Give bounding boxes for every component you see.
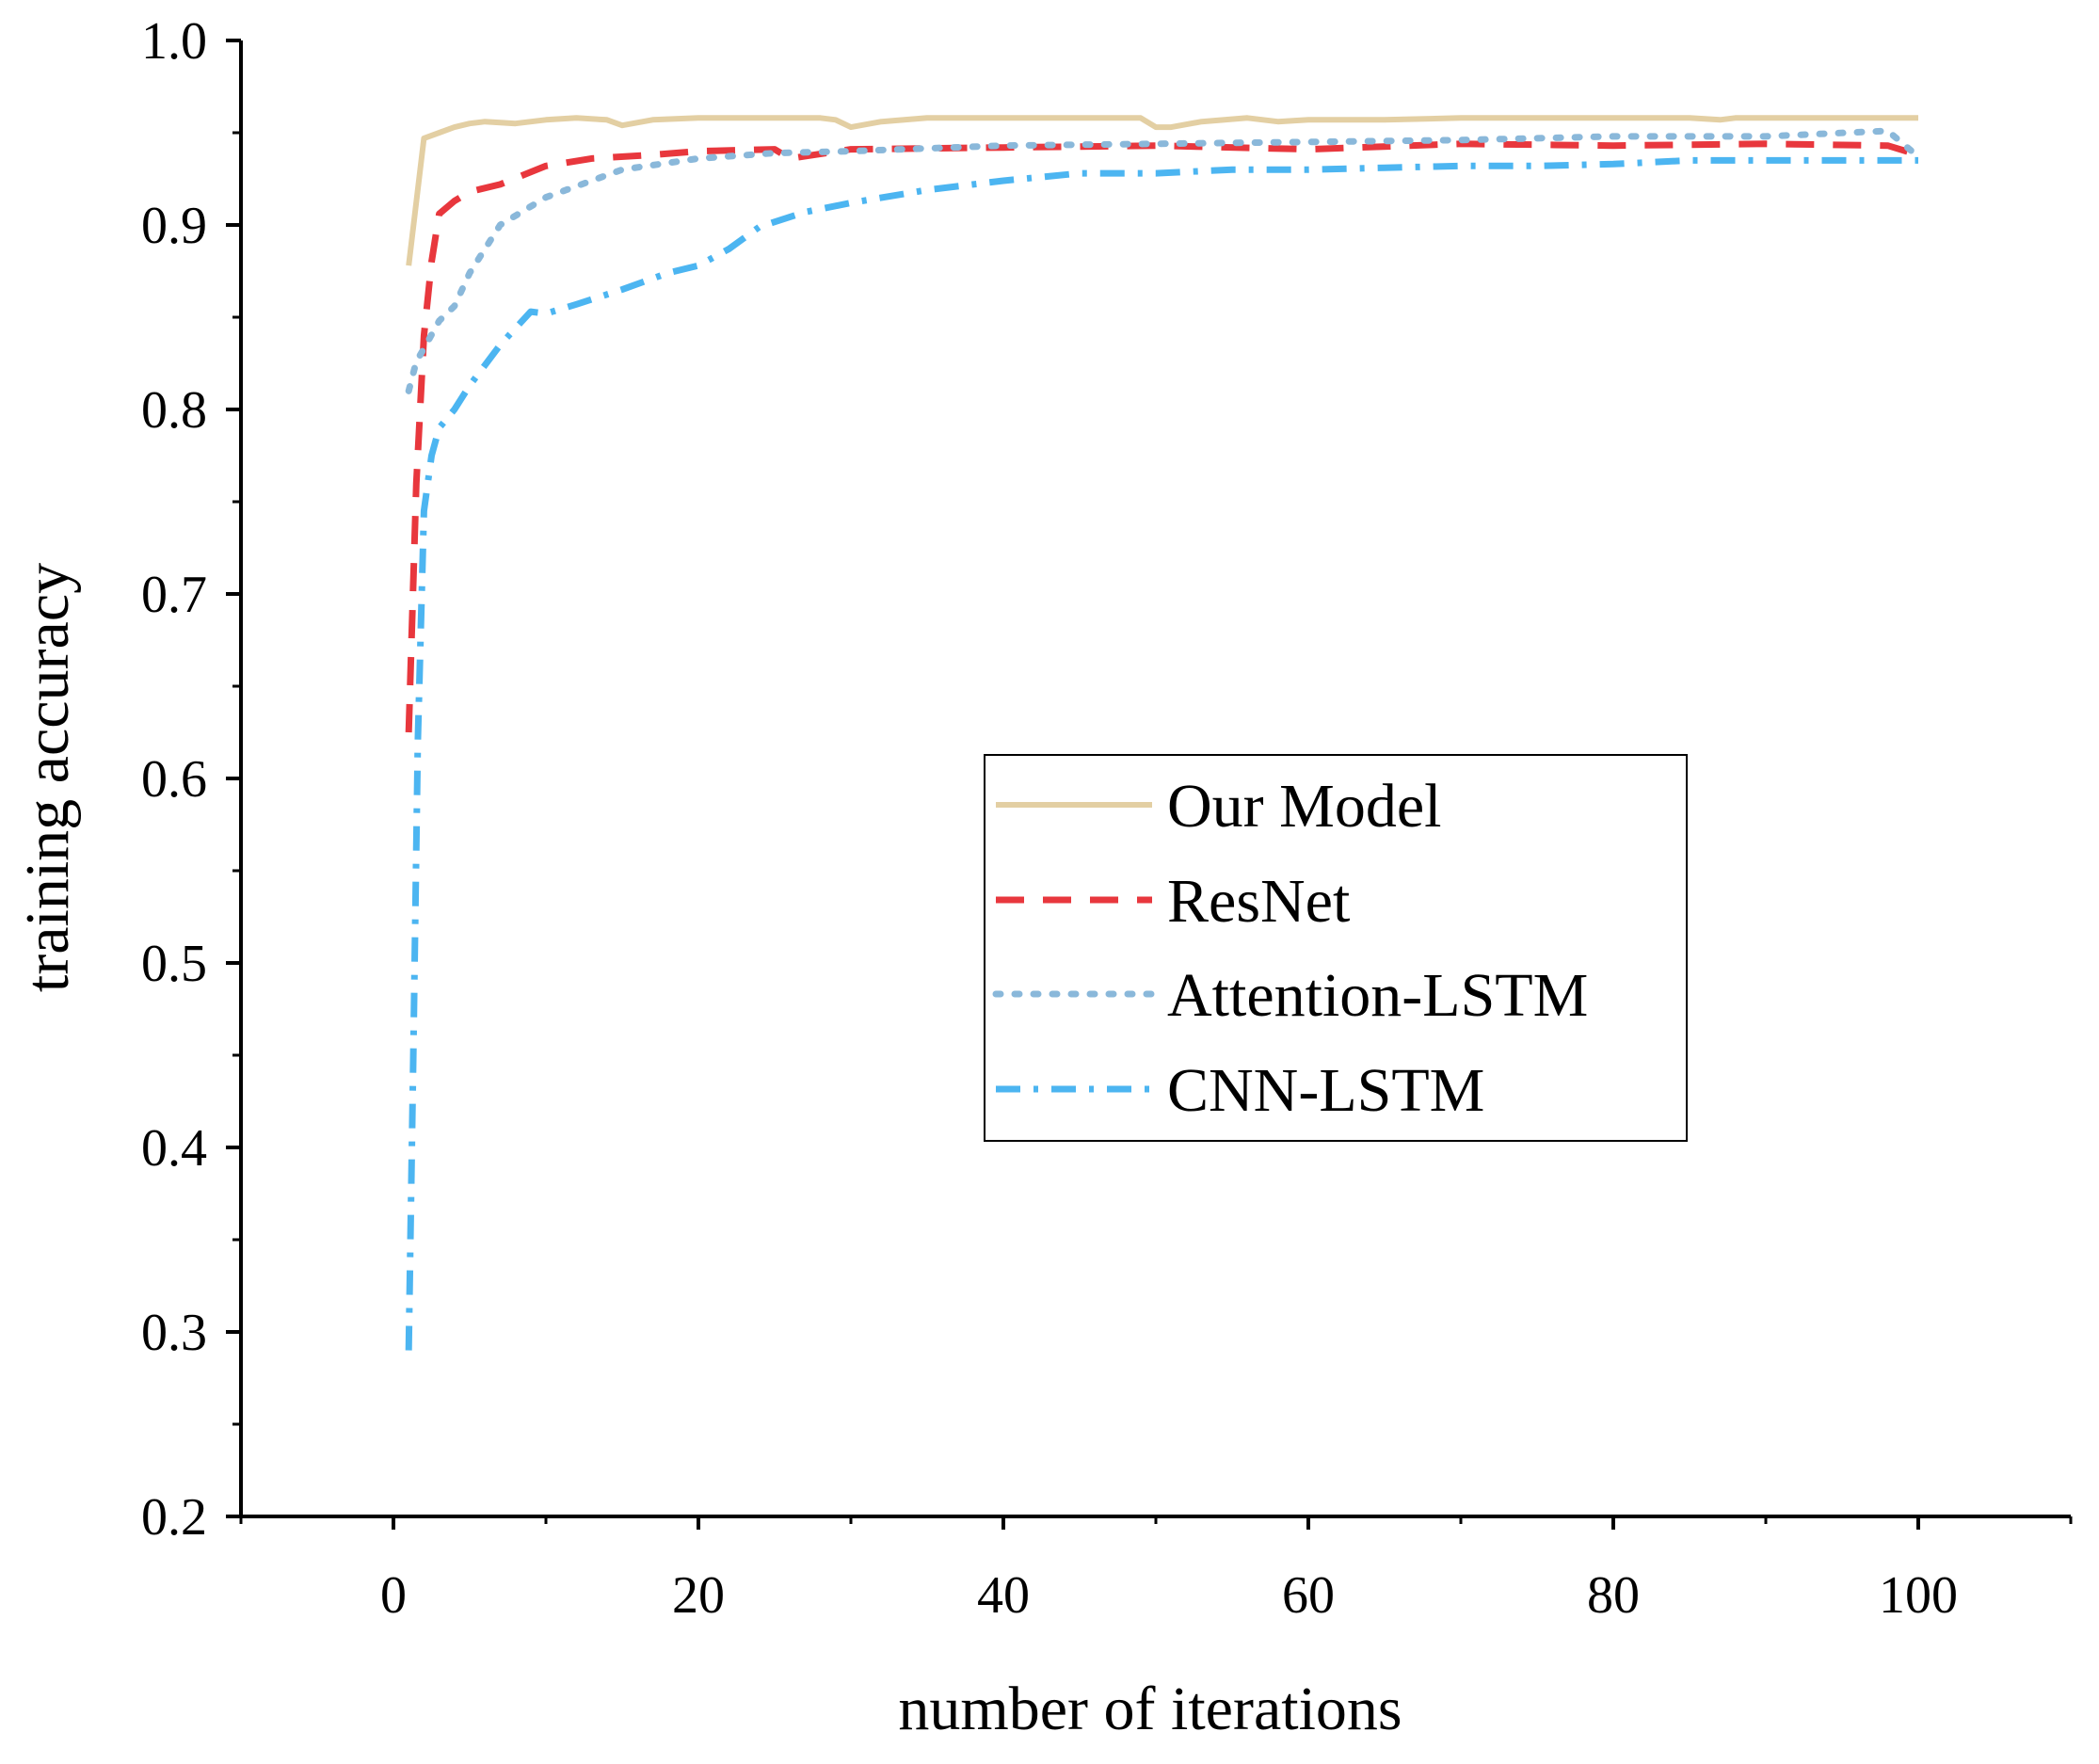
y-axis-title: training accuracy [13, 563, 82, 992]
x-tick-label: 80 [1587, 1566, 1640, 1625]
y-tick-label: 0.6 [141, 750, 207, 809]
legend-box [984, 754, 1688, 1142]
legend-label: Our Model [1167, 772, 1441, 841]
y-tick-label: 0.4 [141, 1119, 207, 1178]
y-tick-label: 0.3 [141, 1304, 207, 1362]
y-tick-label: 0.7 [141, 566, 207, 624]
ticks: 0 20 40 60 80 100 0.2 0.3 0.4 0.5 0.6 0.7 0.8 0.9 1.0 [141, 12, 2073, 1625]
y-tick-label: 0.2 [141, 1488, 207, 1547]
x-tick-label: 100 [1879, 1566, 1958, 1625]
legend-label: Attention-LSTM [1167, 961, 1588, 1030]
y-tick-label: 0.8 [141, 381, 207, 440]
y-tick-label: 1.0 [141, 12, 207, 71]
series-line-cnn-lstm [405, 156, 1918, 1351]
y-tick-label: 0.9 [141, 197, 207, 255]
series-line-attention-lstm [405, 127, 1922, 394]
x-axis-title: number of iterations [898, 1675, 1402, 1743]
legend-label: ResNet [1167, 867, 1350, 936]
series-layer [405, 115, 1922, 1351]
x-tick-label: 60 [1282, 1566, 1335, 1625]
legend: Our Model ResNet Attention-LSTM CNN-LSTM [984, 754, 1688, 1142]
series-line-our-model [406, 115, 1918, 266]
x-tick-label: 20 [672, 1566, 725, 1625]
legend-label: CNN-LSTM [1167, 1056, 1484, 1125]
x-tick-label: 40 [977, 1566, 1030, 1625]
series-line-resnet [405, 140, 1920, 733]
y-tick-label: 0.5 [141, 935, 207, 993]
x-tick-label: 0 [380, 1566, 407, 1625]
